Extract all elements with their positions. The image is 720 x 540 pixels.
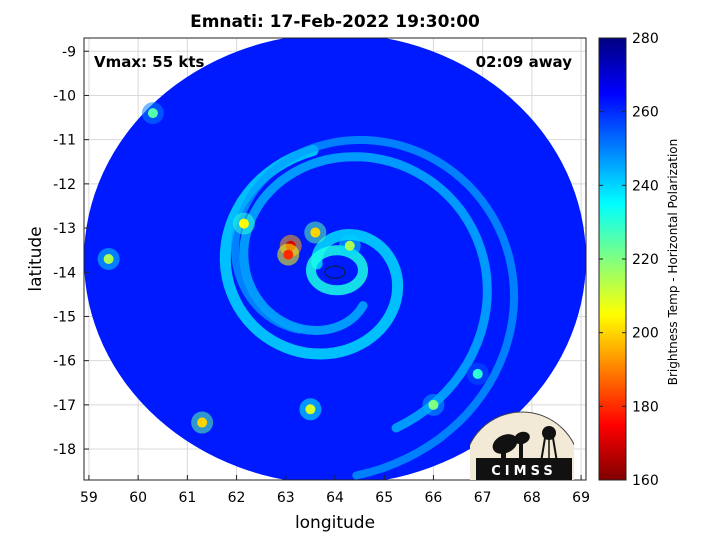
- y-tick-label: -18: [53, 442, 76, 458]
- colorbar-ticks: 160 180 200 220 240 260 280: [599, 31, 659, 489]
- colorbar-tick-label: 240: [632, 178, 659, 194]
- x-axis-label: longitude: [295, 513, 375, 533]
- y-axis-ticks: -9 -10 -11 -12 -13 -14 -15 -16 -17 -18: [53, 44, 89, 458]
- x-tick-label: 59: [80, 490, 98, 506]
- y-tick-label: -9: [62, 44, 76, 60]
- x-tick-label: 61: [178, 490, 196, 506]
- y-tick-label: -11: [53, 133, 76, 149]
- satellite-dish-icon: [492, 434, 518, 454]
- y-tick-label: -12: [53, 177, 76, 193]
- colorbar-tick-label: 280: [632, 31, 659, 47]
- chart-title: Emnati: 17-Feb-2022 19:30:00: [190, 12, 480, 32]
- y-axis-label: latitude: [26, 226, 46, 291]
- colorbar-tick-label: 160: [632, 473, 659, 489]
- water-tower-icon: [542, 426, 556, 440]
- x-tick-label: 68: [523, 490, 541, 506]
- cimss-logo-text: CIMSS: [491, 464, 556, 479]
- rainband: [219, 145, 404, 360]
- colorbar-tick-label: 180: [632, 399, 659, 415]
- x-tick-label: 67: [474, 490, 492, 506]
- brightness-temperature-swath: [84, 38, 586, 480]
- x-axis-ticks: 59 60 61 62 63 64 65 66 67 68 69: [80, 475, 590, 506]
- y-tick-label: -17: [53, 398, 76, 414]
- rainband: [231, 136, 519, 480]
- convective-cell: [428, 399, 439, 410]
- x-tick-label: 64: [326, 490, 344, 506]
- time-away-annotation: 02:09 away: [475, 53, 572, 71]
- rainband: [239, 152, 492, 433]
- y-tick-label: -10: [53, 88, 76, 104]
- convective-cell: [283, 249, 294, 260]
- y-tick-label: -16: [53, 354, 76, 370]
- y-tick-label: -13: [53, 221, 76, 237]
- convective-cell: [472, 368, 483, 379]
- colorbar: [598, 37, 627, 481]
- y-tick-label: -14: [53, 265, 76, 281]
- vmax-annotation: Vmax: 55 kts: [94, 53, 205, 71]
- colorbar-label: Brightness Temp - Horizontal Polarizatio…: [666, 138, 680, 386]
- convective-cell: [310, 227, 321, 238]
- x-tick-label: 60: [129, 490, 147, 506]
- convective-cell: [238, 218, 249, 229]
- x-tick-label: 62: [228, 490, 246, 506]
- eyewall: [306, 245, 368, 296]
- x-tick-label: 69: [572, 490, 590, 506]
- x-tick-label: 65: [375, 490, 393, 506]
- convective-cell: [197, 417, 208, 428]
- convective-cell: [344, 240, 355, 251]
- x-tick-label: 66: [425, 490, 443, 506]
- storm-eye: [324, 265, 346, 280]
- convective-cell: [147, 108, 158, 119]
- colorbar-tick-label: 220: [632, 252, 659, 268]
- colorbar-tick-label: 200: [632, 326, 659, 342]
- cimss-logo: CIMSS: [470, 411, 574, 480]
- convective-cell: [103, 254, 114, 264]
- x-tick-label: 63: [277, 490, 295, 506]
- y-tick-label: -15: [53, 309, 76, 325]
- colorbar-tick-label: 260: [632, 105, 659, 121]
- satellite-dish-icon: [514, 431, 530, 445]
- convective-cell: [305, 404, 316, 415]
